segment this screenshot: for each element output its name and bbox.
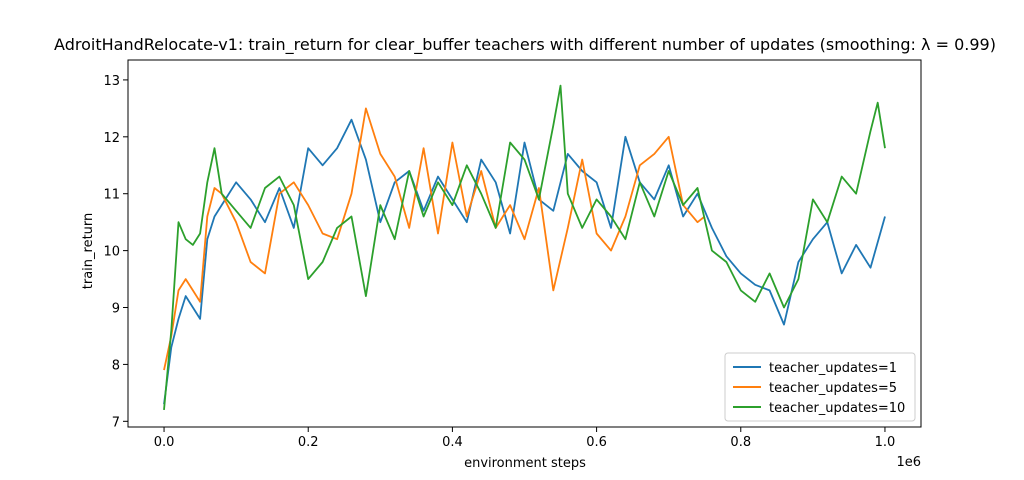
legend: teacher_updates=1 teacher_updates=5teache… (724, 352, 916, 422)
y-axis-label: train_return (81, 213, 96, 290)
plot-area (163, 84, 886, 410)
y-tick-label: 11 (103, 188, 120, 203)
y-tick-label: 7 (112, 415, 120, 430)
x-tick-label: 0.4 (442, 435, 463, 450)
legend-label-2: teacher_updates=5 (769, 381, 897, 396)
x-axis-label: environment steps (464, 456, 586, 471)
legend-label-3: teacher_updates=10 (769, 401, 905, 416)
series-line-2 (163, 107, 706, 371)
series-line-3 (163, 84, 886, 410)
y-tick-label: 13 (103, 74, 120, 89)
axes: 0.0 0.2 0.4 0.6 0.8 1.0 7 8 9 10 11 12 13 (103, 59, 922, 450)
plot-frame (127, 59, 922, 428)
legend-label-1: teacher_updates=1 (769, 361, 897, 376)
chart-title: AdroitHandRelocate-v1: train_return for … (54, 35, 996, 55)
y-tick-label: 9 (112, 302, 120, 317)
series-line-1 (163, 118, 886, 405)
legend-box (724, 352, 916, 422)
x-tick-label: 0.2 (298, 435, 319, 450)
y-tick-label: 8 (112, 358, 120, 373)
x-tick-label: 1.0 (875, 435, 896, 450)
x-tick-label: 0.6 (586, 435, 607, 450)
x-tick-label: 0.0 (154, 435, 175, 450)
x-tick-label: 0.8 (730, 435, 751, 450)
y-tick-label: 12 (103, 131, 120, 146)
x-axis-offset-text: 1e6 (896, 455, 921, 470)
y-tick-label: 10 (103, 245, 120, 260)
